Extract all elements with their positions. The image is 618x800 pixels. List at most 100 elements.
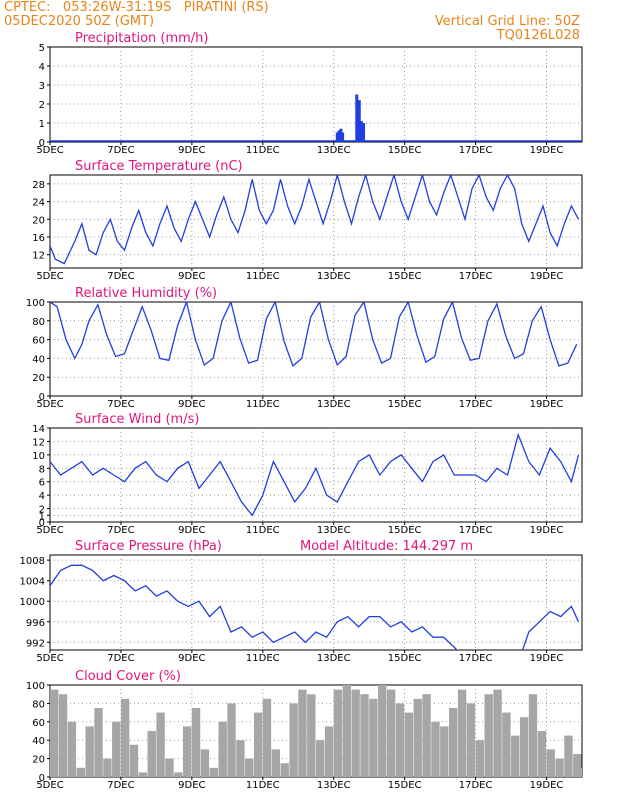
panel-title: Cloud Cover (%) — [75, 669, 181, 684]
x-tick-label: 9DEC — [178, 780, 205, 791]
x-tick-label: 15DEC — [388, 271, 422, 282]
panel-title: Surface Pressure (hPa) — [75, 539, 222, 554]
panel-frame — [49, 554, 583, 651]
precip-bar — [339, 128, 343, 142]
cloud-bar — [404, 712, 414, 777]
x-tick-label: 5DEC — [36, 525, 63, 536]
y-tick-label: 80 — [32, 699, 45, 710]
cloud-bar — [174, 772, 183, 777]
cloud-bar — [156, 712, 165, 777]
x-tick-label: 5DEC — [36, 271, 63, 282]
y-tick-label: 60 — [32, 718, 45, 729]
cloud-bar — [200, 749, 210, 777]
x-tick-label: 9DEC — [178, 653, 205, 664]
y-tick-label: 6 — [39, 478, 45, 489]
cloud-bar — [413, 698, 422, 777]
x-tick-label: 11DEC — [246, 145, 280, 156]
x-tick-label: 9DEC — [178, 399, 205, 410]
x-tick-label: 15DEC — [388, 653, 422, 664]
model-altitude-label: Model Altitude: 144.297 m — [300, 539, 473, 554]
series-line — [50, 432, 580, 517]
y-tick-label: 20 — [32, 215, 45, 226]
y-tick-label: 14 — [32, 424, 45, 435]
x-tick-label: 9DEC — [178, 271, 205, 282]
x-tick-label: 5DEC — [36, 780, 63, 791]
y-tick-label: 20 — [32, 373, 45, 384]
y-tick-label: 0 — [39, 138, 45, 149]
cloud-bar — [351, 689, 360, 777]
x-tick-label: 19DEC — [530, 399, 564, 410]
x-tick-label: 11DEC — [246, 525, 280, 536]
x-tick-label: 19DEC — [530, 525, 564, 536]
precip-bar — [359, 121, 363, 142]
x-tick-label: 11DEC — [246, 780, 280, 791]
cloud-bar — [564, 735, 573, 777]
cloud-bar — [67, 721, 77, 777]
x-tick-label: 11DEC — [246, 399, 280, 410]
cloud-bar — [227, 703, 236, 777]
cloud-bar — [262, 698, 272, 777]
y-tick-label: 100 — [26, 681, 45, 692]
y-tick-label: 40 — [32, 736, 45, 747]
x-tick-label: 15DEC — [388, 525, 422, 536]
cloud-bar — [271, 749, 281, 777]
y-tick-label: 1000 — [20, 597, 45, 608]
y-tick-label: 4 — [39, 491, 45, 502]
cloud-bar — [440, 726, 449, 777]
cloud-bar — [324, 726, 334, 777]
panel-frame — [49, 427, 583, 523]
cloud-bar — [50, 689, 59, 777]
y-tick-label: 2 — [39, 100, 45, 111]
y-tick-label: 8 — [39, 464, 45, 475]
y-tick-label: 100 — [26, 298, 45, 309]
cloud-bar — [395, 703, 405, 777]
header-date: 05DEC2020 50Z (GMT) — [4, 14, 155, 29]
cloud-bar — [333, 689, 343, 777]
x-tick-label: 19DEC — [530, 145, 564, 156]
panel-frame — [49, 174, 583, 269]
y-tick-label: 1 — [39, 119, 45, 130]
panel-frame — [49, 301, 583, 397]
panel-frame — [49, 46, 583, 143]
cloud-bar — [528, 694, 538, 777]
x-tick-label: 17DEC — [459, 653, 493, 664]
cloud-bar — [502, 712, 511, 777]
x-tick-label: 5DEC — [36, 399, 63, 410]
cloud-bar — [457, 689, 467, 777]
x-tick-label: 5DEC — [36, 145, 63, 156]
x-tick-label: 19DEC — [530, 271, 564, 282]
precip-bar — [355, 94, 359, 142]
x-tick-label: 5DEC — [36, 653, 63, 664]
x-tick-label: 7DEC — [107, 271, 134, 282]
cloud-bar — [449, 708, 458, 777]
cloud-bar — [484, 694, 493, 777]
x-tick-label: 17DEC — [459, 271, 493, 282]
y-tick-label: 992 — [26, 638, 45, 649]
cloud-bar — [546, 749, 555, 777]
cloud-bar — [511, 735, 520, 777]
cloud-bar — [573, 754, 582, 777]
cloud-bar — [58, 694, 68, 777]
series-line — [50, 175, 580, 265]
y-tick-label: 0 — [39, 518, 45, 529]
y-tick-label: 80 — [32, 317, 45, 328]
cloud-bar — [316, 740, 325, 777]
cloud-bar — [112, 721, 121, 777]
y-tick-label: 4 — [39, 62, 45, 73]
x-tick-label: 7DEC — [107, 145, 134, 156]
cloud-bar — [342, 685, 351, 777]
cloud-bar — [360, 694, 369, 777]
x-tick-label: 9DEC — [178, 145, 205, 156]
precip-bar — [337, 130, 341, 142]
cloud-bar — [218, 721, 227, 777]
precip-bar — [362, 123, 366, 142]
cloud-bar — [120, 698, 130, 777]
header-model-id: TQ0126L028 — [496, 28, 580, 43]
y-tick-label: 12 — [32, 251, 45, 262]
x-tick-label: 13DEC — [317, 271, 351, 282]
x-tick-label: 17DEC — [459, 399, 493, 410]
y-tick-label: 1 — [39, 511, 45, 522]
y-tick-label: 5 — [39, 43, 45, 54]
cloud-bar — [129, 744, 139, 777]
